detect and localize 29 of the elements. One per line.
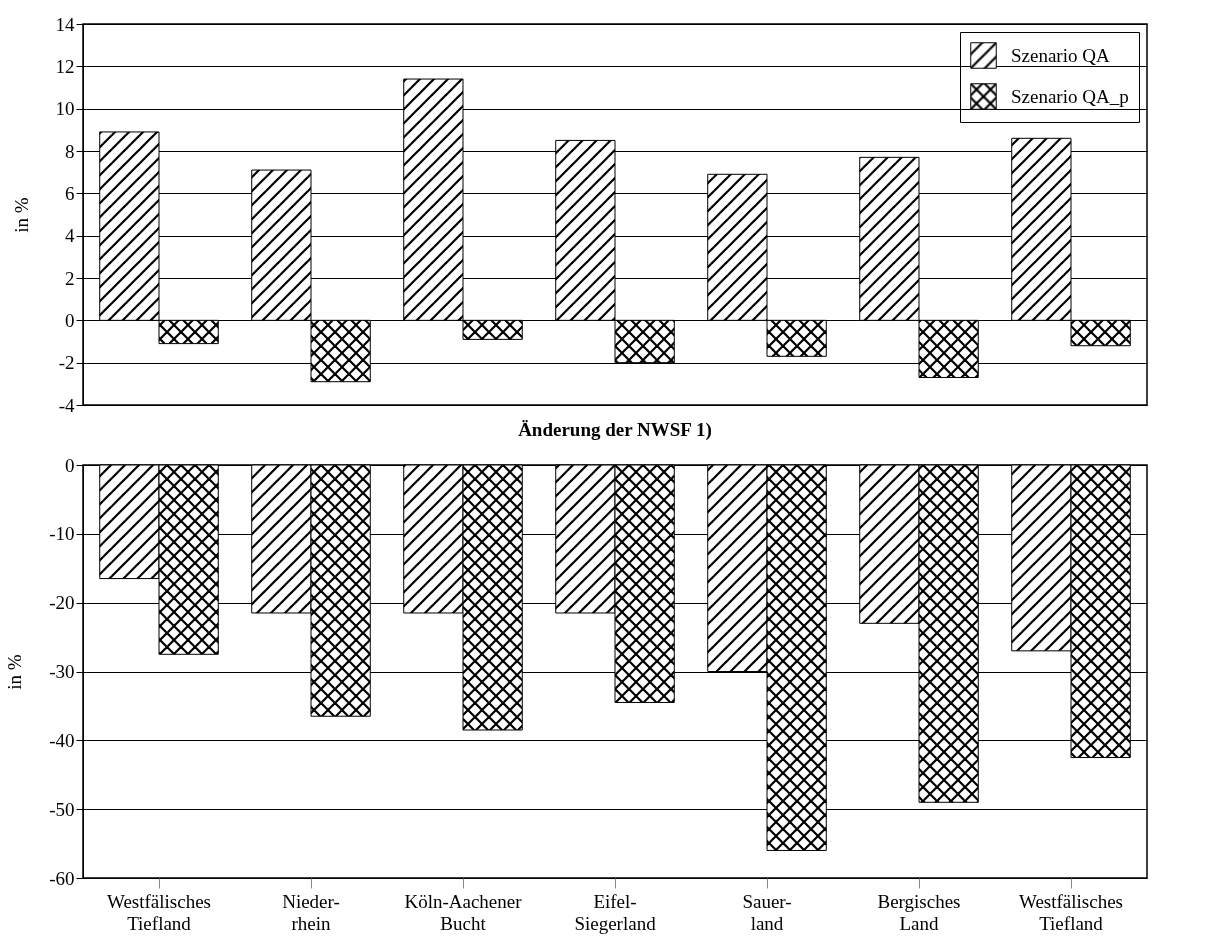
y-tick-label: -60 xyxy=(49,867,75,889)
x-tick-label: Westfälisches Tiefland xyxy=(1019,890,1123,934)
x-tick-label: Nieder- rhein xyxy=(282,890,340,934)
x-tick-label: Bergisches Land xyxy=(877,890,961,934)
y-tick-label: 12 xyxy=(55,55,75,77)
y-tick-label: 10 xyxy=(55,98,75,120)
y-tick-label: -30 xyxy=(49,661,75,682)
y-tick-label: 4 xyxy=(65,225,75,247)
y-tick-label: -2 xyxy=(58,352,75,374)
x-tick-label: Köln-Aachener Bucht xyxy=(404,890,523,934)
y-axis-title: in % xyxy=(10,197,32,233)
y-tick-label: -20 xyxy=(49,592,75,614)
y-tick-label: 0 xyxy=(65,454,75,476)
y-axis-title: in % xyxy=(4,654,26,690)
x-tick-label: Westfälisches Tiefland xyxy=(107,890,211,934)
y-tick-label: 14 xyxy=(55,13,75,35)
y-tick-label: -10 xyxy=(49,523,75,545)
y-tick-label: -50 xyxy=(49,798,75,820)
y-tick-label: 6 xyxy=(65,182,75,204)
y-tick-label: 0 xyxy=(65,309,75,331)
y-tick-label: -4 xyxy=(58,394,75,416)
y-tick-label: 2 xyxy=(65,267,75,289)
chart-title: Änderung der NWSF 1) xyxy=(518,419,712,441)
legend-label: Szenario QA_p xyxy=(1011,85,1129,107)
y-tick-label: 8 xyxy=(65,140,75,162)
x-tick-label: Sauer- land xyxy=(742,890,792,934)
x-tick-label: Eifel- Siegerland xyxy=(574,890,657,934)
legend-label: Szenario QA xyxy=(1011,44,1110,66)
y-tick-label: -40 xyxy=(49,729,75,751)
